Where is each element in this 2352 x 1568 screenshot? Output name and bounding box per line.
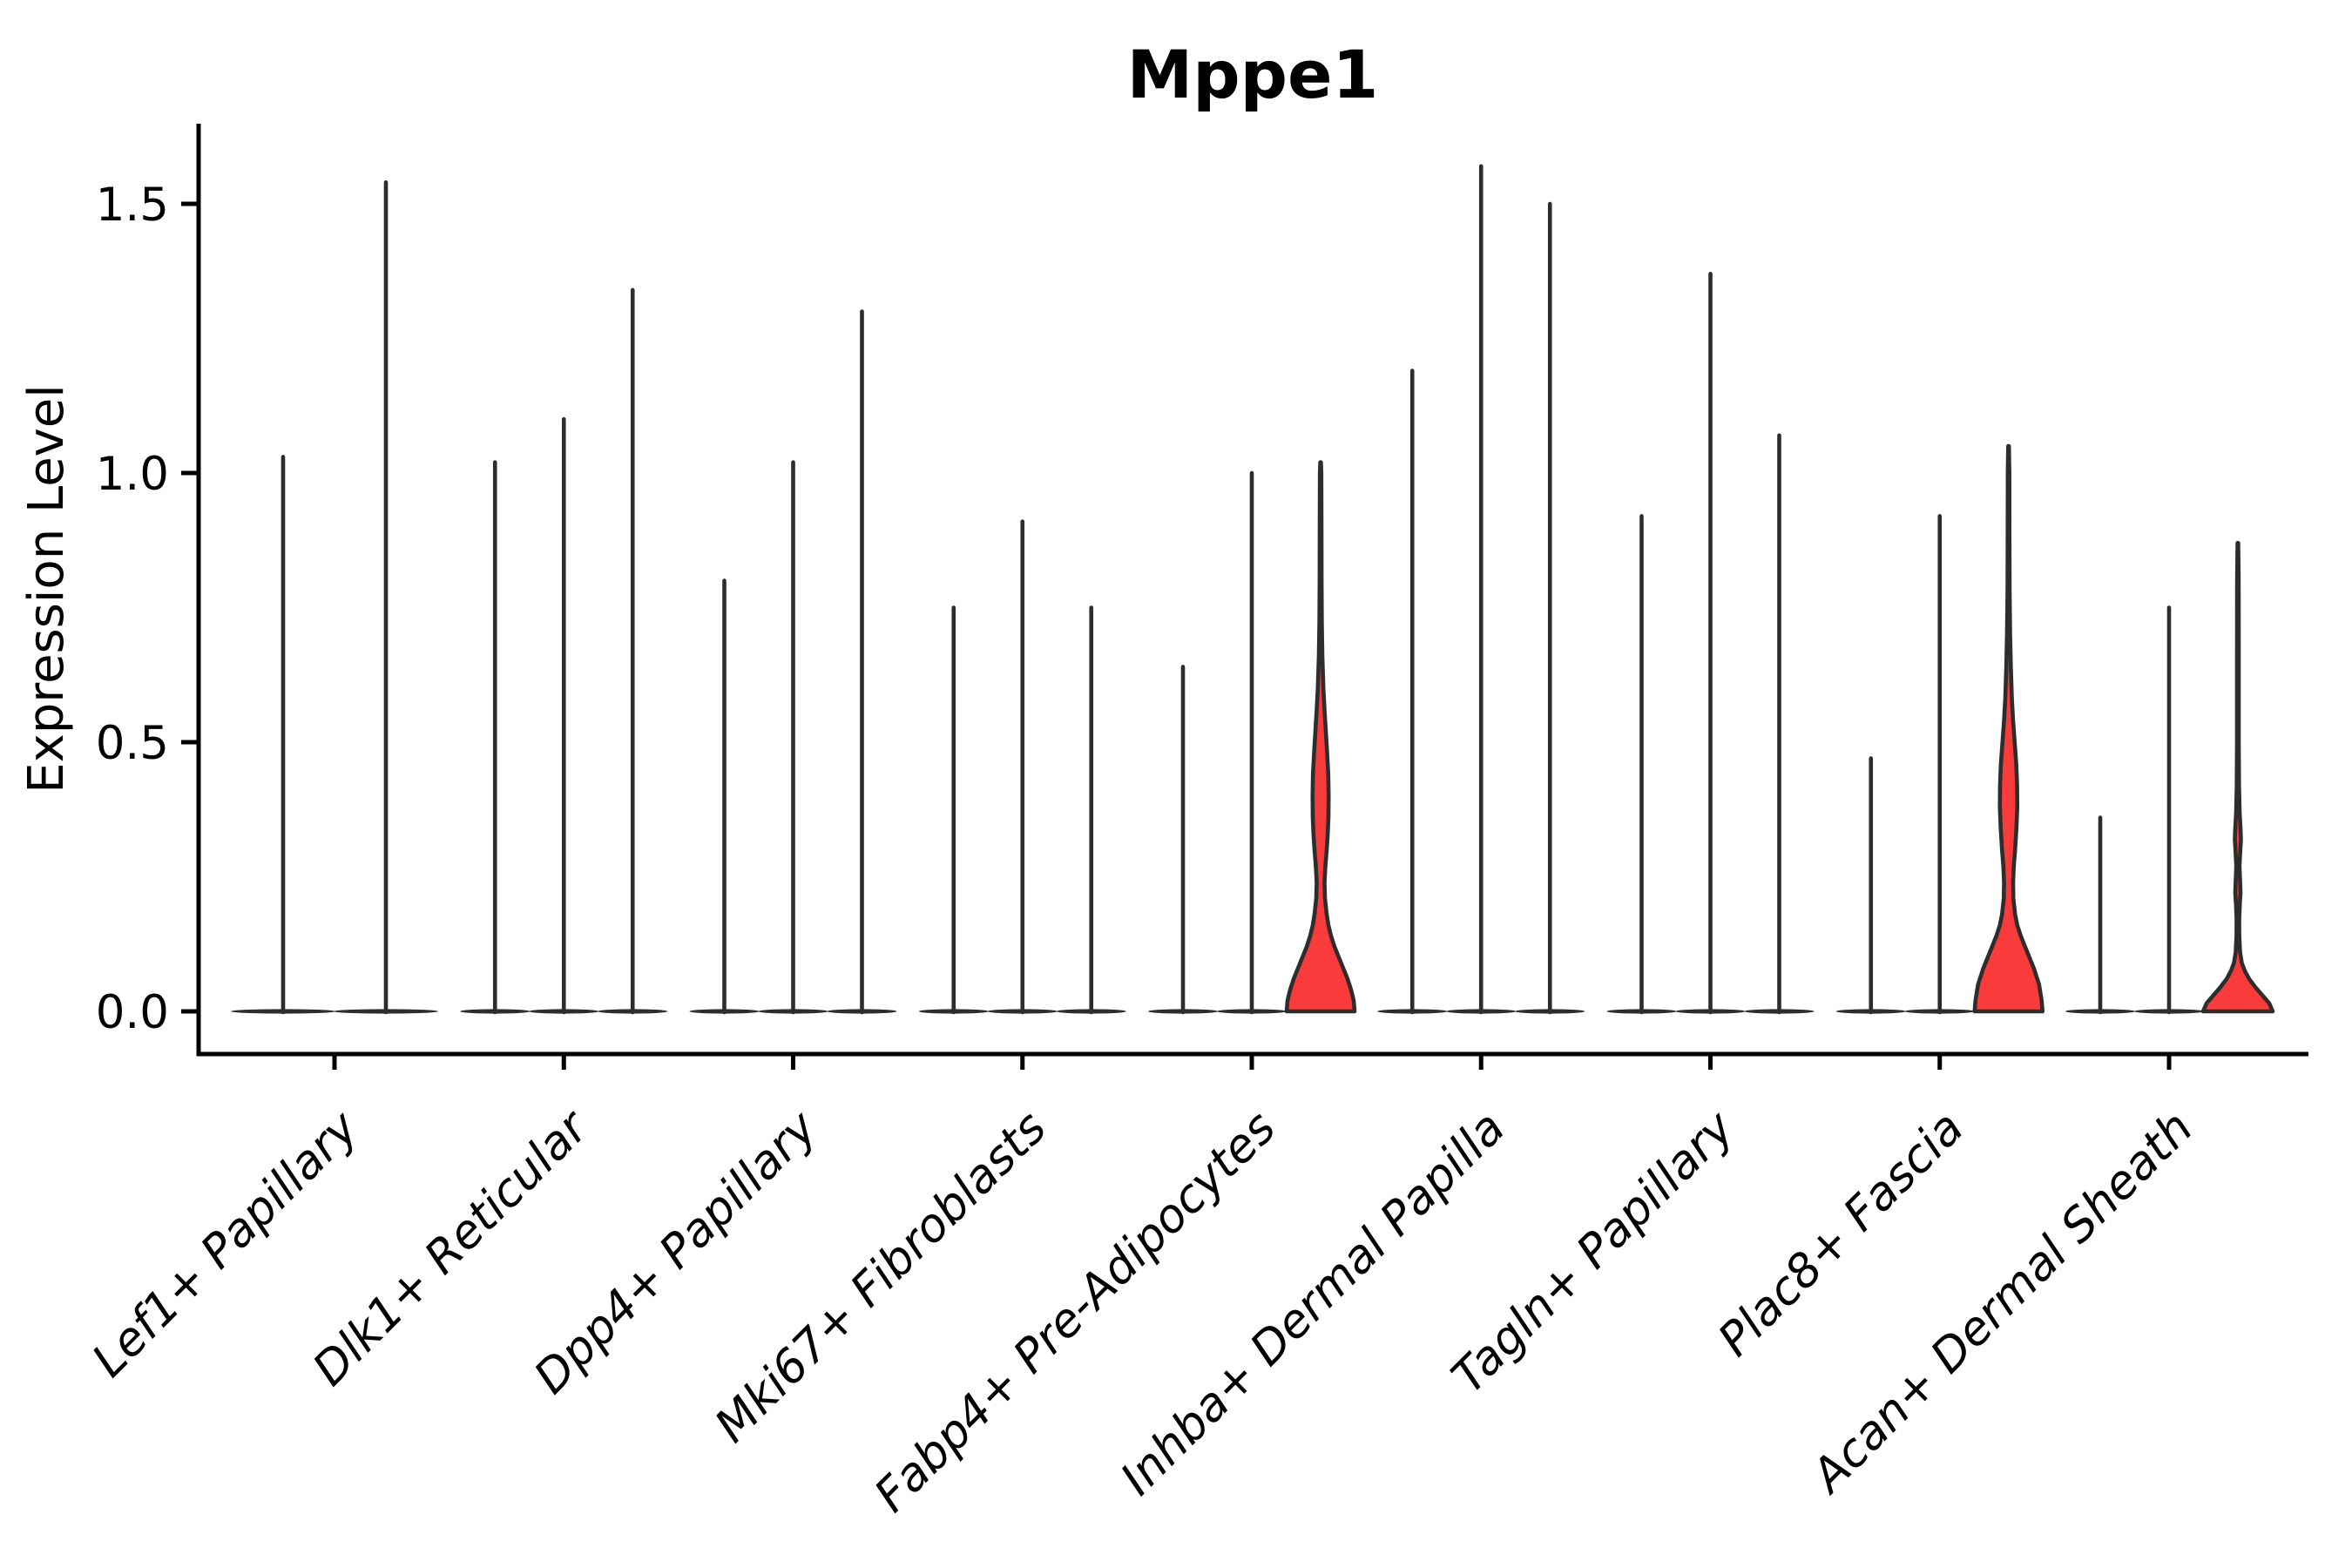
axis-spine [196, 124, 2308, 1057]
y-tick-label: 1.0 [96, 448, 169, 501]
x-tick-label: Fabp4+ Pre-Adipocytes [865, 1101, 1287, 1523]
y-tick-label: 0.5 [96, 717, 169, 770]
y-tick-label: 1.5 [96, 179, 169, 232]
x-tick-label: Inhba+ Dermal Papilla [1111, 1101, 1515, 1505]
violin-highlighted [1972, 443, 2045, 1014]
y-axis-label: Expression Level [18, 384, 75, 794]
x-tick-label: Acan+ Dermal Sheath [1801, 1101, 2204, 1504]
x-tick-label: Plac8+ Fascia [1708, 1101, 1974, 1367]
violin-highlighted [1284, 460, 1357, 1014]
y-tick-label: 0.0 [96, 986, 169, 1039]
violin-highlighted [2200, 541, 2275, 1014]
chart-title: Mppe1 [1127, 36, 1379, 113]
